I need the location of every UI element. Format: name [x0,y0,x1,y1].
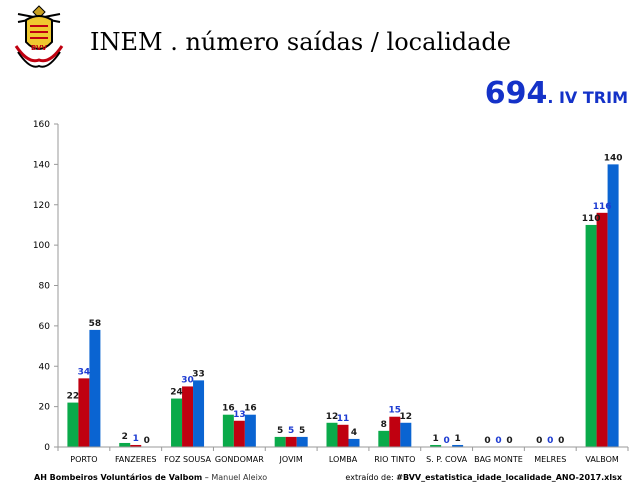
bar-series-blue [89,329,101,447]
x-tick-label: MELRES [534,455,566,464]
footer-author: Manuel Aleixo [211,473,268,482]
data-label: 1 [433,434,439,444]
total-value: 694 [484,76,548,111]
y-tick-label: 60 [39,322,51,332]
x-tick-label: JOVIM [279,455,303,464]
data-label: 0 [484,436,490,446]
y-tick-label: 100 [33,241,50,251]
bar-series-blue [244,414,256,447]
data-label: 5 [277,426,283,436]
data-label: 1 [133,434,139,444]
data-label: 22 [67,392,80,402]
footer-credit: AH Bombeiros Voluntários de Valbom – Man… [34,473,267,482]
data-label: 116 [593,202,612,212]
bar-series-blue [452,444,464,447]
bar-series-red [233,420,245,447]
bar-series-red [78,378,90,447]
logo-text: BVV [31,44,47,52]
data-label: 5 [299,426,305,436]
footer: AH Bombeiros Voluntários de Valbom – Man… [0,467,640,489]
data-label: 58 [89,319,102,329]
x-tick-label: BAG MONTE [474,455,523,464]
bar-series-red [337,424,349,447]
data-label: 5 [288,426,294,436]
x-tick-label: FOZ SOUSA [164,455,211,464]
y-tick-label: 80 [39,282,51,292]
y-tick-label: 0 [44,443,50,453]
data-label: 15 [389,406,402,416]
data-label: 12 [326,412,339,422]
y-axis: 0 20 40 60 80 100 120 140 160 [33,120,59,453]
data-label: 24 [170,388,183,398]
bars [67,164,619,447]
data-label: 0 [144,436,150,446]
data-label: 0 [558,436,564,446]
data-label: 13 [233,410,246,420]
data-label: 1 [455,434,461,444]
footer-org: AH Bombeiros Voluntários de Valbom [34,473,203,482]
bar-series-red [285,436,297,447]
total-count: 694. IV TRIM [485,76,628,111]
bar-series-green [119,442,131,447]
bar-series-blue [607,164,619,447]
x-tick-label: VALBOM [585,455,619,464]
bar-series-blue [296,436,308,447]
logo: BVV [10,2,68,74]
y-tick-label: 140 [33,160,50,170]
bar-series-green [67,402,79,447]
page-title: INEM . número saídas / localidade [90,28,511,56]
data-label: 0 [495,436,501,446]
bar-series-green [326,422,338,447]
data-label: 0 [547,436,553,446]
data-label: 110 [582,214,601,224]
bar-series-blue [348,438,360,447]
bar-series-green [222,414,234,447]
footer-source-file: #BVV_estatistica_idade_localidade_ANO-20… [396,473,622,482]
footer-source-prefix: extraído de: [345,473,397,482]
x-axis: PORTO FANZERES FOZ SOUSA GONDOMAR JOVIM LOMBA… [57,446,629,464]
x-tick-label: S. P. COVA [426,455,468,464]
footer-source: extraído de: #BVV_estatistica_idade_loca… [345,473,622,482]
x-tick-label: FANZERES [115,455,157,464]
data-label: 12 [400,412,413,422]
period-label: . IV TRIM [547,88,628,107]
data-label: 4 [351,428,357,438]
x-tick-label: RIO TINTO [374,455,415,464]
bar-series-green [378,430,390,447]
data-label: 16 [222,404,235,414]
data-label: 2 [122,432,128,442]
x-tick-label: GONDOMAR [215,455,264,464]
data-label: 11 [337,414,350,424]
bar-series-blue [193,380,205,447]
data-label: 33 [192,369,205,379]
data-label: 16 [244,404,257,414]
bar-series-green [274,436,286,447]
data-label: 0 [444,436,450,446]
y-tick-label: 160 [33,120,50,130]
y-tick-label: 120 [33,201,50,211]
bar-series-red [389,416,401,447]
data-label: 0 [506,436,512,446]
data-label: 30 [181,375,194,385]
data-label: 0 [536,436,542,446]
bar-series-green [171,398,183,447]
bar-series-green [585,224,597,447]
bar-series-blue [400,422,412,447]
bar-series-green [430,444,442,447]
data-label: 140 [604,153,623,163]
y-tick-label: 20 [39,403,51,413]
y-tick-label: 40 [39,362,51,372]
bar-series-red [596,212,608,447]
fire-brigade-crest-icon: BVV [14,5,64,68]
footer-separator: – [202,473,212,482]
x-tick-label: PORTO [70,455,97,464]
x-tick-label: LOMBA [329,455,358,464]
bar-series-red [130,444,142,447]
bar-series-red [182,386,194,447]
data-label: 34 [78,367,91,377]
data-label: 8 [381,420,387,430]
